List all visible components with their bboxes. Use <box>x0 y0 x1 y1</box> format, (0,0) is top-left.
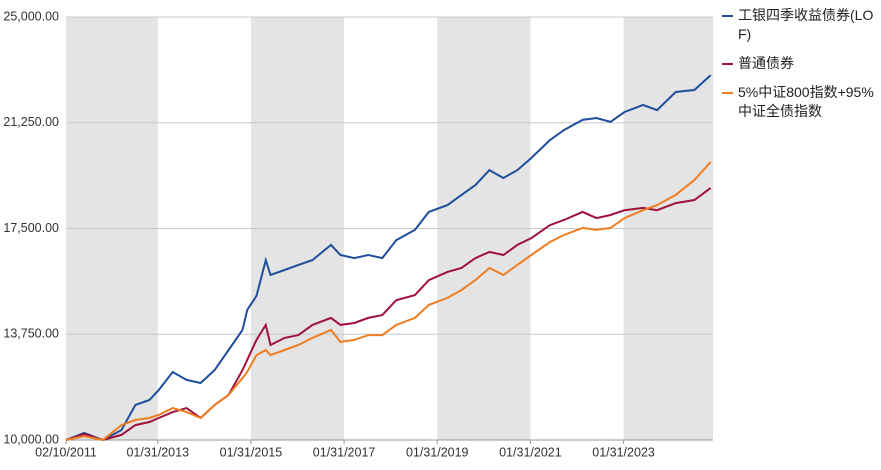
x-tick-label: 01/31/2019 <box>406 445 469 459</box>
series-line <box>65 74 712 442</box>
y-tick-label: 13,750.00 <box>3 327 59 341</box>
x-tick-label: 01/31/2023 <box>592 445 655 459</box>
legend-swatch <box>722 92 733 94</box>
legend-item: 工银四季收益债券(LOF) <box>722 6 877 44</box>
x-tick-label: 01/31/2021 <box>499 445 562 459</box>
y-tick-label: 17,500.00 <box>3 221 59 235</box>
legend-item: 5%中证800指数+95%中证全债指数 <box>722 83 877 121</box>
legend-item: 普通债券 <box>722 54 877 73</box>
legend: 工银四季收益债券(LOF) 普通债券 5%中证800指数+95%中证全债指数 <box>722 6 877 131</box>
y-tick-label: 10,000.00 <box>3 432 59 446</box>
x-tick-label: 01/31/2015 <box>220 445 283 459</box>
x-tick-label: 02/10/2011 <box>35 445 97 459</box>
legend-label: 5%中证800指数+95%中证全债指数 <box>738 84 874 119</box>
y-tick-label: 25,000.00 <box>3 9 59 23</box>
x-tick-label: 01/31/2013 <box>126 445 189 459</box>
legend-label: 工银四季收益债券(LOF) <box>738 7 874 42</box>
legend-swatch <box>722 63 733 65</box>
legend-label: 普通债券 <box>738 55 794 71</box>
legend-swatch <box>722 15 733 17</box>
y-tick-label: 21,250.00 <box>3 115 59 129</box>
x-tick-label: 01/31/2017 <box>313 445 376 459</box>
series-line <box>65 161 712 442</box>
